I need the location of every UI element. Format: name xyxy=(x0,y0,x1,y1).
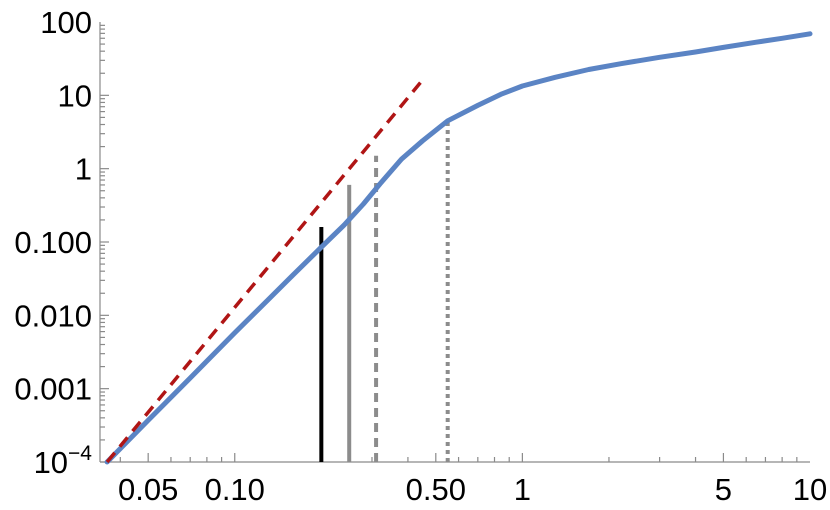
y-tick-label-base: 0.100 xyxy=(14,225,92,260)
y-tick-label-exponent: −4 xyxy=(68,442,92,465)
axes xyxy=(99,22,810,463)
y-tick-label-base: 0.001 xyxy=(14,372,92,407)
y-tick-label-base: 10 xyxy=(58,78,92,113)
asymptote-line xyxy=(105,75,427,464)
x-tick-label: 10 xyxy=(793,472,827,507)
marks xyxy=(104,31,813,465)
x-tick-label: 0.50 xyxy=(406,472,466,507)
y-tick-label: 10−4 xyxy=(34,442,93,480)
y-tick-label-base: 0.010 xyxy=(14,298,92,333)
y-tick-label: 0.100 xyxy=(14,225,92,260)
y-tick-label: 100 xyxy=(40,5,92,40)
x-tick-label: 0.05 xyxy=(118,472,178,507)
y-tick-label-base: 10 xyxy=(34,445,68,480)
x-tick-label: 0.10 xyxy=(205,472,265,507)
y-tick-label: 0.001 xyxy=(14,372,92,407)
x-tick-label: 1 xyxy=(514,472,531,507)
curve-line xyxy=(104,31,813,465)
y-tick-label: 10 xyxy=(58,78,92,113)
y-tick-label: 0.010 xyxy=(14,298,92,333)
ticks: 0.05 0.10 0.50 1 5 1010−40.0010.0100.10011010… xyxy=(14,5,827,507)
y-tick-label: 1 xyxy=(75,152,92,187)
y-tick-label-base: 1 xyxy=(75,152,92,187)
x-tick-label: 5 xyxy=(715,472,732,507)
y-tick-label-base: 100 xyxy=(40,5,92,40)
